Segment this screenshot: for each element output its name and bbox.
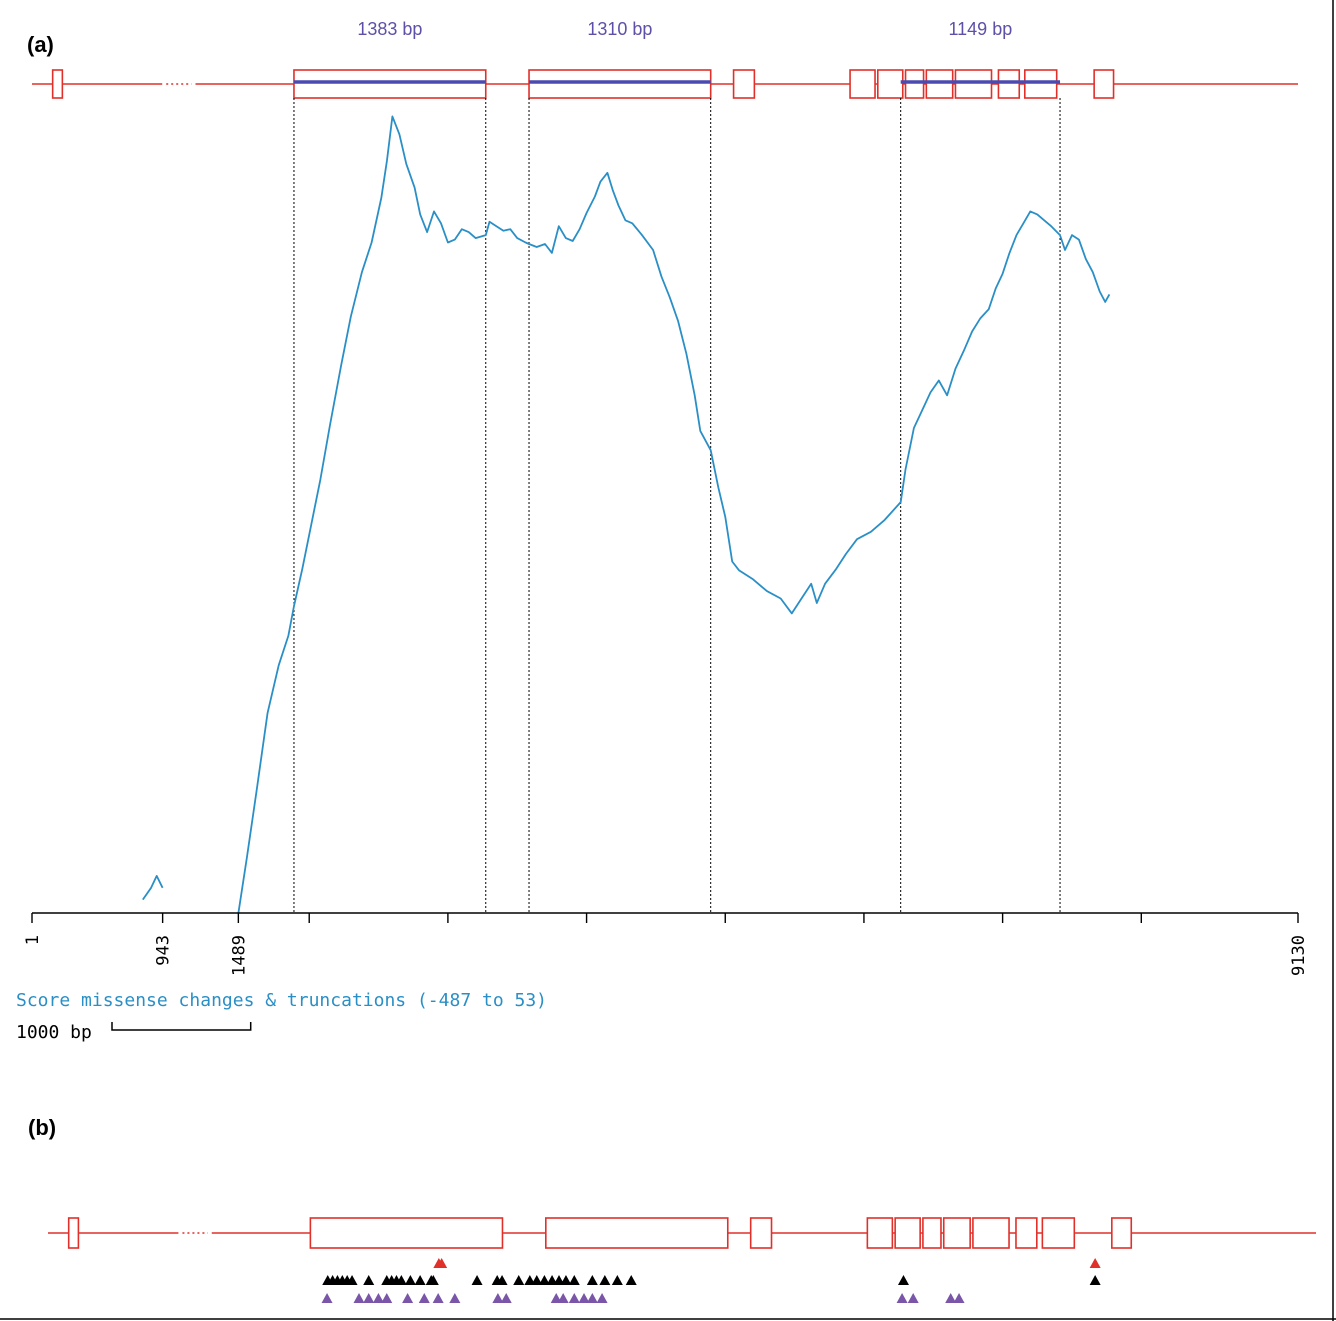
variant-markers (321, 1258, 1101, 1303)
variant-marker-purple (945, 1293, 957, 1303)
exon-a (293, 69, 487, 99)
variant-marker-black (414, 1275, 426, 1285)
variant-marker-purple (381, 1293, 393, 1303)
variant-marker-black (395, 1275, 407, 1285)
exon-a (877, 69, 904, 99)
exon-b (1111, 1217, 1133, 1249)
exon-a (732, 69, 756, 99)
x-tick-label: 943 (154, 935, 174, 966)
exon-a (925, 69, 954, 99)
variant-marker-black (363, 1275, 375, 1285)
variant-marker-purple (596, 1293, 608, 1303)
variant-marker-purple (586, 1293, 598, 1303)
exon-b (749, 1217, 773, 1249)
score-trace-line (237, 115, 1111, 914)
variant-marker-purple (568, 1293, 580, 1303)
exon-a (904, 69, 925, 99)
variant-marker-black (546, 1275, 558, 1285)
variant-marker-black (897, 1275, 909, 1285)
variant-marker-purple (907, 1293, 919, 1303)
x-axis: 1 943 1489 9130 (23, 912, 1309, 976)
variant-marker-black (513, 1275, 525, 1285)
exon-b (309, 1217, 504, 1249)
exon-a (849, 69, 876, 99)
panel-a-label: (a) (27, 32, 54, 57)
scale-bar (111, 1022, 252, 1031)
variant-marker-black (538, 1275, 550, 1285)
exon-b (894, 1217, 921, 1249)
score-trace (142, 115, 1111, 914)
exon-a (997, 69, 1021, 99)
segment-label: 1149 bp (948, 19, 1012, 39)
variant-marker-purple (402, 1293, 414, 1303)
exon-b (1041, 1217, 1076, 1249)
panel-b-label: (b) (28, 1115, 56, 1140)
y-axis-label: Score missense changes & truncations (-4… (16, 990, 547, 1011)
variant-marker-black (404, 1275, 416, 1285)
variant-marker-purple (372, 1293, 384, 1303)
variant-marker-purple (953, 1293, 965, 1303)
variant-marker-purple (500, 1293, 512, 1303)
variant-marker-red (1089, 1258, 1101, 1268)
exon-a (1024, 69, 1058, 99)
variant-marker-black (1089, 1275, 1101, 1285)
exon-a (528, 69, 712, 99)
exon-b (866, 1217, 894, 1249)
scale-bar-label: 1000 bp (16, 1022, 92, 1043)
exon-a (954, 69, 993, 99)
gene-model-b (48, 1217, 1316, 1249)
variant-marker-purple (449, 1293, 461, 1303)
variant-marker-purple (492, 1293, 504, 1303)
variant-marker-red (436, 1258, 448, 1268)
exon-b (67, 1217, 80, 1249)
variant-marker-black (560, 1275, 572, 1285)
variant-marker-black (346, 1275, 358, 1285)
exon-a (1093, 69, 1115, 99)
variant-marker-black (599, 1275, 611, 1285)
segment-label: 1383 bp (357, 19, 422, 39)
variant-marker-purple (550, 1293, 562, 1303)
variant-marker-purple (896, 1293, 908, 1303)
exon-b (545, 1217, 729, 1249)
variant-marker-purple (353, 1293, 365, 1303)
variant-marker-black (611, 1275, 623, 1285)
variant-marker-purple (363, 1293, 375, 1303)
variant-marker-purple (418, 1293, 430, 1303)
variant-marker-black (496, 1275, 508, 1285)
variant-marker-purple (557, 1293, 569, 1303)
x-tick-label: 9130 (1289, 935, 1309, 976)
exon-b (942, 1217, 971, 1249)
variant-marker-black (524, 1275, 536, 1285)
variant-marker-black (625, 1275, 637, 1285)
variant-marker-purple (578, 1293, 590, 1303)
score-trace-line (142, 875, 164, 901)
variant-marker-black (586, 1275, 598, 1285)
gene-model-a (32, 69, 1298, 99)
exon-b (922, 1217, 942, 1249)
segment-guide-lines (293, 98, 1061, 913)
variant-marker-black (427, 1275, 439, 1285)
variant-marker-black (531, 1275, 543, 1285)
segment-label: 1310 bp (587, 19, 652, 39)
variant-marker-black (471, 1275, 483, 1285)
exon-a (51, 69, 64, 99)
variant-marker-purple (432, 1293, 444, 1303)
variant-marker-black (568, 1275, 580, 1285)
segment-bars: 1383 bp 1310 bp 1149 bp (293, 19, 1061, 84)
variant-marker-black (553, 1275, 565, 1285)
x-tick-label: 1 (23, 935, 43, 945)
exon-b (972, 1217, 1010, 1249)
exon-b (1015, 1217, 1038, 1249)
variant-marker-purple (321, 1293, 333, 1303)
x-tick-label: 1489 (229, 935, 249, 976)
